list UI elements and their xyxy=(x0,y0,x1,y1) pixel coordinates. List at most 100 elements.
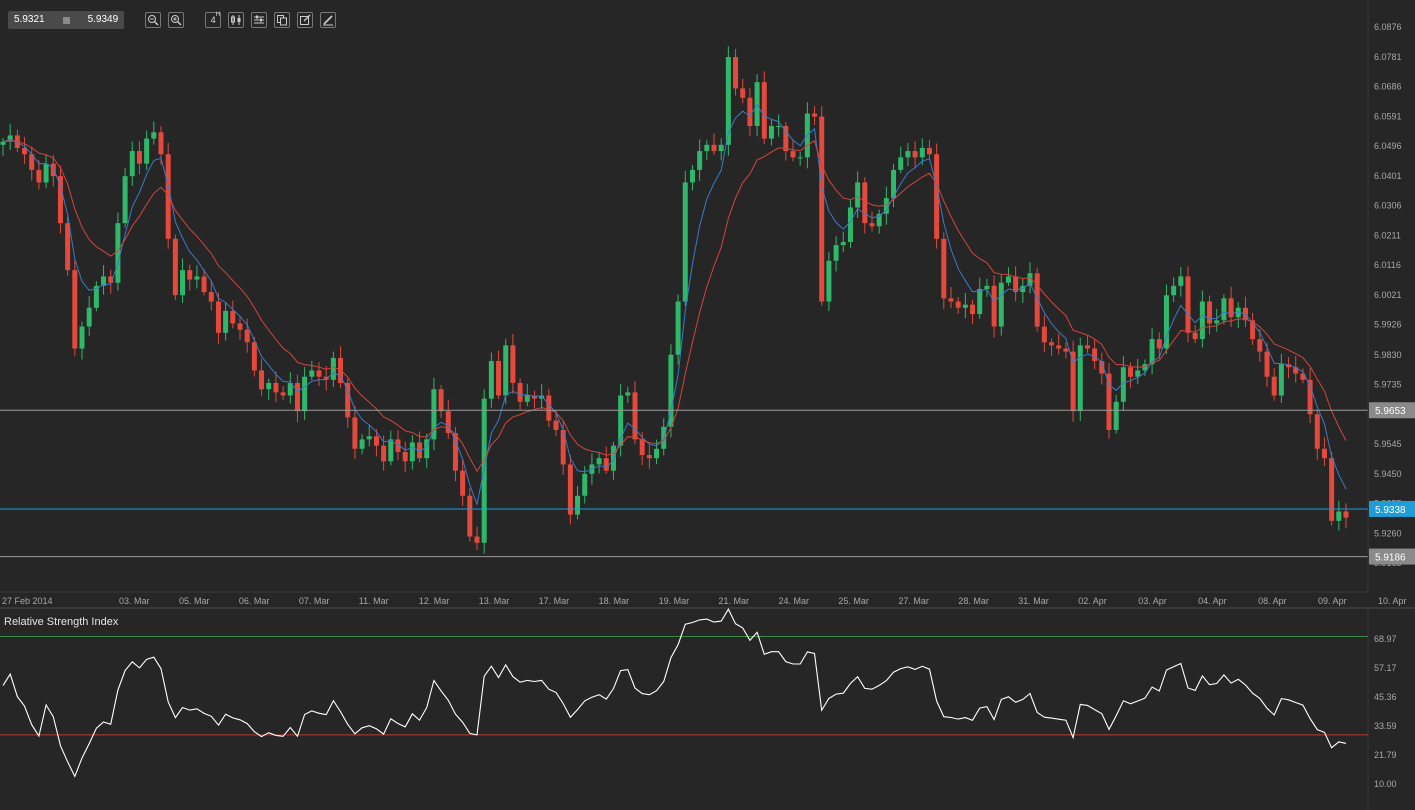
candle-body xyxy=(1271,376,1277,396)
indicators-button[interactable] xyxy=(251,12,268,28)
candle-body xyxy=(86,307,92,327)
price-axis-label: 6.0211 xyxy=(1374,230,1401,240)
candle-body xyxy=(646,455,652,459)
copy-button[interactable] xyxy=(274,12,291,28)
candle-body xyxy=(596,458,602,465)
candle-body xyxy=(883,198,889,214)
candle-body xyxy=(934,154,940,239)
candle-body xyxy=(1278,364,1284,396)
candle-body xyxy=(1264,351,1270,377)
candle-body xyxy=(43,163,49,183)
candle-body xyxy=(618,395,624,446)
price-axis-label: 6.0116 xyxy=(1374,260,1401,270)
candle-body xyxy=(1192,332,1198,340)
draw-button[interactable] xyxy=(297,12,314,28)
candle-body xyxy=(531,395,537,399)
zoom-in-icon xyxy=(171,15,182,26)
candle-body xyxy=(1128,367,1134,377)
candle-body xyxy=(733,57,739,89)
candle-body xyxy=(431,389,437,440)
candle-body xyxy=(797,157,803,159)
candle-body xyxy=(991,285,997,327)
price-axis-label: 6.0781 xyxy=(1374,52,1402,62)
candle-body xyxy=(352,417,358,449)
timeframe-sub: H xyxy=(215,12,221,18)
date-label: 11. Mar xyxy=(359,596,389,606)
candle-body xyxy=(395,439,401,452)
candle-body xyxy=(287,382,293,396)
rsi-axis-label: 33.59 xyxy=(1374,721,1397,731)
candle-body xyxy=(840,241,846,246)
candle-body xyxy=(452,433,458,471)
candle-body xyxy=(50,163,56,177)
rsi-axis-label: 57.17 xyxy=(1374,663,1397,673)
candle-body xyxy=(1070,351,1076,412)
price-quote-box: 5.9321 5.9349 xyxy=(8,11,125,29)
candle-body xyxy=(926,147,932,155)
candle-body xyxy=(639,439,645,456)
candle-body xyxy=(1300,373,1306,380)
candle-body xyxy=(1171,285,1177,296)
candle-body xyxy=(718,144,724,152)
ask-price: 5.9349 xyxy=(87,14,119,25)
chart-type-button[interactable] xyxy=(228,12,245,28)
price-axis-label: 6.0306 xyxy=(1374,201,1402,211)
candle-body xyxy=(1156,339,1162,349)
candle-body xyxy=(891,169,897,199)
time-axis-labels: 27 Feb 2014 03. Mar 05. Mar 06. Mar 07. Mar 1… xyxy=(2,596,1407,606)
candle-body xyxy=(359,439,365,449)
zoom-out-button[interactable] xyxy=(145,12,162,28)
candle-body xyxy=(1013,276,1019,293)
pen-icon xyxy=(323,15,334,26)
price-marker-tag xyxy=(1369,548,1415,565)
candle-body xyxy=(187,270,193,280)
candle-body xyxy=(912,151,918,158)
copy-icon xyxy=(277,15,288,26)
candle-body xyxy=(402,451,408,462)
candle-body xyxy=(438,389,444,412)
candle-body xyxy=(876,213,882,227)
date-label: 19. Mar xyxy=(659,596,690,606)
candle-body xyxy=(998,282,1004,327)
pen-button[interactable] xyxy=(320,12,337,28)
date-label: 04. Apr xyxy=(1198,596,1227,606)
date-label: 10. Apr xyxy=(1378,596,1407,606)
candle-body xyxy=(1041,326,1047,343)
zoom-in-button[interactable] xyxy=(168,12,185,28)
candle-body xyxy=(1077,345,1083,412)
date-label: 18. Mar xyxy=(599,596,630,606)
candle-body xyxy=(776,126,782,128)
rsi-axis-label: 21.79 xyxy=(1374,750,1397,760)
candle-body xyxy=(388,439,394,462)
date-label: 27. Mar xyxy=(898,596,929,606)
candle-body xyxy=(1199,301,1205,340)
timeframe-button[interactable]: 4 H xyxy=(205,12,222,28)
price-axis-panel[interactable] xyxy=(1368,0,1415,592)
candle-body xyxy=(208,292,214,302)
candle-body xyxy=(1142,364,1148,371)
price-marker-tags: 5.9653 5.9338 5.9186 xyxy=(1369,402,1415,565)
candle-body xyxy=(115,223,121,283)
date-label: 28. Mar xyxy=(958,596,989,606)
candle-body xyxy=(654,448,660,459)
candle-body xyxy=(905,151,911,158)
candle-body xyxy=(345,382,351,418)
candle-body xyxy=(366,436,372,440)
candle-body xyxy=(1092,348,1098,362)
candle-body xyxy=(1178,276,1184,286)
date-label: 13. Mar xyxy=(479,596,510,606)
candle-body xyxy=(1120,367,1126,402)
date-label: 02. Apr xyxy=(1078,596,1107,606)
candle-body xyxy=(373,436,379,446)
candle-body xyxy=(689,169,695,183)
candle-body xyxy=(409,442,415,462)
candle-body xyxy=(575,495,581,515)
candle-body xyxy=(919,147,925,158)
candles-layer xyxy=(0,46,1349,554)
candle-body xyxy=(955,301,961,308)
candle-body xyxy=(682,182,688,302)
rsi-axis-labels: 68.97 57.17 45.36 33.59 21.79 10.00 xyxy=(1374,634,1397,789)
candle-body xyxy=(122,176,128,224)
candle-body xyxy=(474,536,480,543)
